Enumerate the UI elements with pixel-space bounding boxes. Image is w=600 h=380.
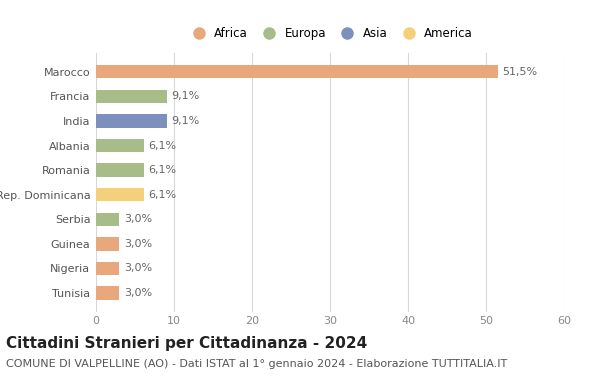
Bar xyxy=(96,163,143,177)
Text: 3,0%: 3,0% xyxy=(124,263,152,274)
Bar xyxy=(96,237,119,251)
Bar xyxy=(96,114,167,128)
Text: 9,1%: 9,1% xyxy=(172,116,200,126)
Bar xyxy=(96,90,167,103)
Bar xyxy=(96,212,119,226)
Bar xyxy=(96,286,119,300)
Text: COMUNE DI VALPELLINE (AO) - Dati ISTAT al 1° gennaio 2024 - Elaborazione TUTTITA: COMUNE DI VALPELLINE (AO) - Dati ISTAT a… xyxy=(6,359,507,369)
Bar xyxy=(96,139,143,152)
Text: 6,1%: 6,1% xyxy=(148,190,176,200)
Bar xyxy=(96,65,498,79)
Bar xyxy=(96,262,119,275)
Bar xyxy=(96,188,143,201)
Text: 6,1%: 6,1% xyxy=(148,141,176,150)
Text: 3,0%: 3,0% xyxy=(124,288,152,298)
Text: 3,0%: 3,0% xyxy=(124,214,152,224)
Text: 51,5%: 51,5% xyxy=(502,67,538,77)
Text: 6,1%: 6,1% xyxy=(148,165,176,175)
Text: 9,1%: 9,1% xyxy=(172,91,200,101)
Text: Cittadini Stranieri per Cittadinanza - 2024: Cittadini Stranieri per Cittadinanza - 2… xyxy=(6,336,367,351)
Text: 3,0%: 3,0% xyxy=(124,239,152,249)
Legend: Africa, Europa, Asia, America: Africa, Europa, Asia, America xyxy=(185,24,475,42)
